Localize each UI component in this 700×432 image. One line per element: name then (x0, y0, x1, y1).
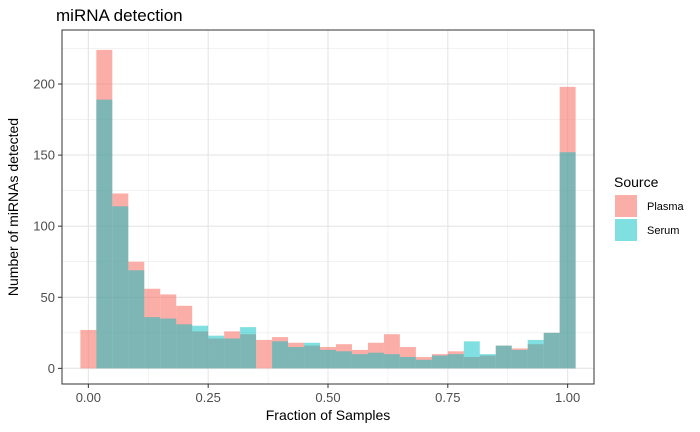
bar-serum (240, 327, 257, 369)
bar-serum (96, 99, 113, 369)
y-tick-label: 200 (33, 77, 55, 92)
legend-item-serum: Serum (615, 219, 679, 241)
plot-panel (61, 29, 595, 385)
legend-label: Serum (647, 225, 679, 237)
x-tick-label: 0.00 (76, 390, 101, 405)
bar-serum (176, 324, 193, 369)
y-axis: 0 50 100 150 200 (33, 77, 62, 376)
y-axis-title: Number of miRNAs detected (5, 118, 21, 296)
bar-serum (144, 317, 161, 369)
bar-serum (128, 270, 145, 369)
bar-plasma (80, 329, 97, 369)
bar-serum (543, 332, 560, 369)
series-serum (96, 99, 576, 369)
legend-title: Source (614, 174, 659, 190)
bar-serum (527, 339, 544, 369)
bar-plasma (256, 339, 273, 369)
bar-serum (160, 318, 177, 369)
bar-serum (479, 354, 496, 369)
bar-serum (399, 356, 416, 369)
x-tick-label: 1.00 (555, 390, 580, 405)
histogram-bars (80, 49, 576, 369)
bar-serum (304, 342, 321, 369)
x-tick-label: 0.75 (435, 390, 460, 405)
chart-title: miRNA detection (56, 6, 183, 25)
bar-serum (208, 335, 225, 369)
bar-serum (511, 349, 528, 369)
y-tick-label: 0 (48, 361, 55, 376)
bar-serum (320, 349, 336, 369)
bar-serum (351, 354, 368, 369)
x-tick-label: 0.25 (196, 390, 221, 405)
y-tick-label: 100 (33, 219, 55, 234)
legend: Source Plasma Serum (614, 174, 685, 241)
x-tick-label: 0.50 (315, 390, 340, 405)
bar-serum (447, 354, 464, 369)
bar-serum (192, 325, 209, 369)
y-tick-label: 150 (33, 148, 55, 163)
x-axis: 0.00 0.25 0.50 0.75 1.00 (76, 384, 580, 405)
bar-serum (495, 345, 512, 369)
legend-swatch (615, 219, 637, 241)
bar-serum (415, 359, 432, 369)
bar-serum (463, 341, 480, 369)
bar-serum (272, 341, 289, 369)
bar-serum (112, 206, 129, 369)
bar-serum (335, 351, 352, 369)
legend-swatch (615, 195, 637, 217)
bar-serum (367, 352, 384, 369)
legend-items: Plasma Serum (615, 195, 685, 241)
legend-label: Plasma (647, 201, 685, 213)
bar-serum (288, 347, 305, 369)
bar-serum (224, 338, 241, 369)
bar-serum (431, 355, 448, 369)
bar-serum (383, 354, 400, 369)
bar-serum (559, 152, 576, 369)
legend-item-plasma: Plasma (615, 195, 685, 217)
y-tick-label: 50 (41, 290, 55, 305)
x-axis-title: Fraction of Samples (266, 407, 391, 423)
